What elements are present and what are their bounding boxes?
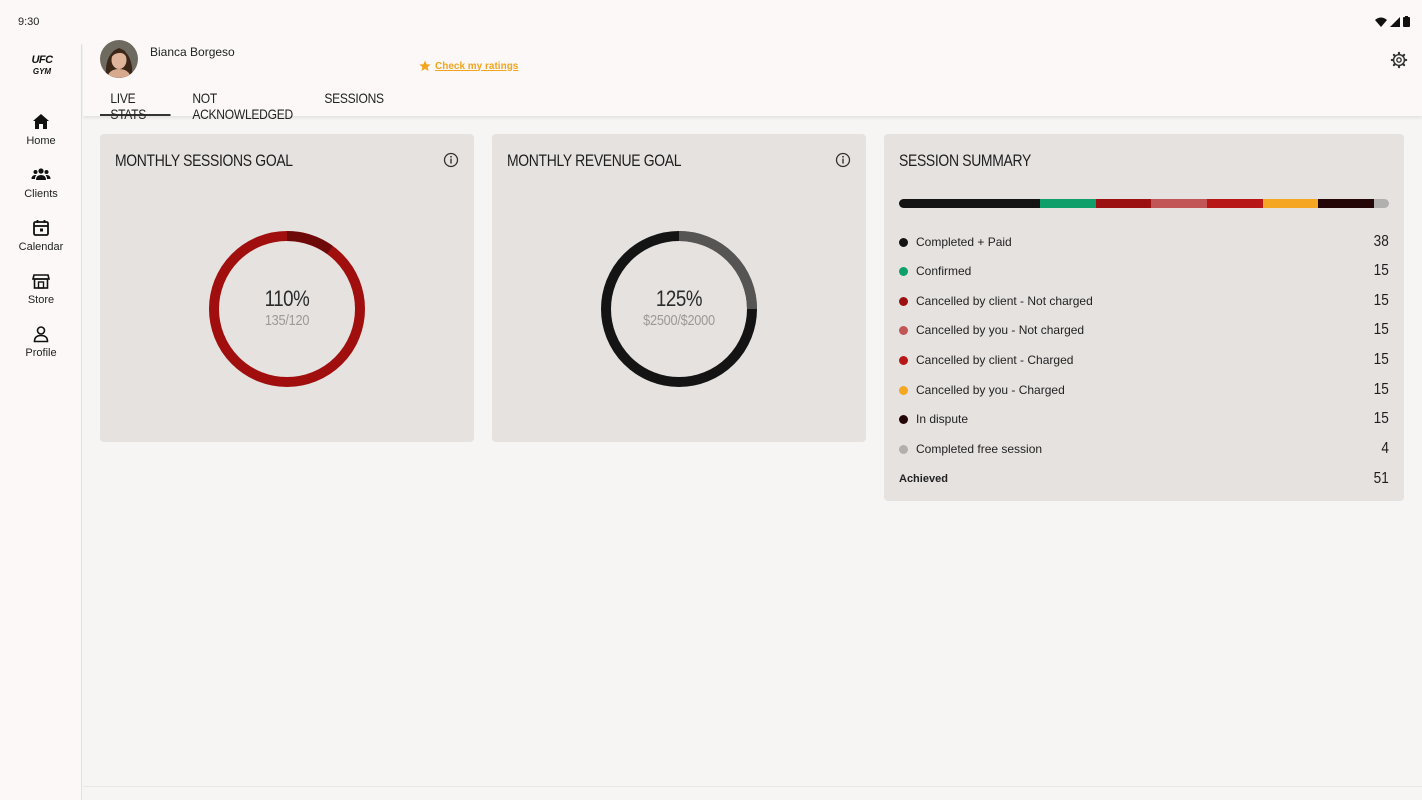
summary-bar-segment [1262,199,1319,208]
legend-dot [899,414,908,424]
summary-label: In dispute [916,412,969,426]
nav-item-calendar[interactable]: Calendar [0,218,82,266]
settings-gear-icon[interactable] [1390,51,1408,69]
card-title: SESSION SUMMARY [899,151,1031,170]
nav-item-clients[interactable]: Clients [0,165,82,213]
summary-label: Cancelled by client - Charged [916,353,1074,367]
summary-value: 15 [1373,321,1389,338]
nav-label-clients: Clients [24,188,58,200]
legend-dot [899,296,908,306]
avatar-photo [100,40,138,78]
tab-sessions[interactable]: SESSIONS [324,90,384,106]
calendar-icon [33,220,49,236]
legend-dot [899,385,908,395]
status-time: 9:30 [18,16,40,28]
summary-bar-segment [1151,199,1208,208]
nav-item-store[interactable]: Store [0,271,82,319]
card-title: MONTHLY SESSIONS GOAL [115,151,293,170]
nav-item-profile[interactable]: Profile [0,324,82,372]
tab-bar: LIVE STATS NOT ACKNOWLEDGED SESSIONS [100,84,394,122]
top-header: Bianca Borgeso Check my ratings LIVE STA… [83,40,1422,122]
revenue-progress-ring [601,231,757,387]
summary-row: Confirmed 15 [899,261,1389,281]
battery-icon [1403,16,1410,27]
ring-overflow-arc [286,231,333,255]
clients-icon [31,168,51,180]
avatar[interactable] [100,40,138,78]
wifi-icon [1375,17,1387,27]
summary-value: 4 [1381,440,1389,457]
summary-bar-segment [1040,199,1096,208]
navigation-rail: UFC GYM Home Clients Calendar Store Prof… [0,44,82,800]
summary-label: Cancelled by you - Charged [916,383,1065,397]
summary-value: 15 [1373,292,1389,309]
summary-label: Cancelled by you - Not charged [916,323,1085,337]
status-bar: 9:30 [0,0,1422,44]
legend-dot [899,355,908,365]
logo-bottom-text: GYM [32,67,52,76]
session-summary-bar [899,199,1389,208]
sessions-percent: 110% [264,286,310,311]
user-name: Bianca Borgeso [150,45,235,59]
summary-row: Cancelled by you - Charged 15 [899,380,1389,400]
summary-bar-segment [899,199,1041,208]
sessions-ratio: 135/120 [264,312,310,329]
summary-bar-segment [1095,199,1152,208]
home-icon [33,114,49,129]
legend-dot [899,266,908,276]
summary-row: In dispute 15 [899,409,1389,429]
legend-dot [899,444,908,454]
nav-item-home[interactable]: Home [0,112,82,160]
legend-dot [899,325,908,335]
summary-value: 15 [1373,351,1389,368]
logo-top-text: UFC [31,54,53,66]
summary-total-value: 51 [1373,470,1389,487]
summary-row: Cancelled by you - Not charged 15 [899,320,1389,340]
summary-label: Cancelled by client - Not charged [916,294,1093,308]
session-summary-card: SESSION SUMMARY Completed + Paid 38 Conf… [884,134,1404,501]
nav-label-profile: Profile [25,347,57,359]
monthly-revenue-goal-card: MONTHLY REVENUE GOAL 125% $2500/$2000 [492,134,866,442]
nav-label-calendar: Calendar [18,241,64,253]
summary-bar-segment [1207,199,1263,208]
nav-label-home: Home [26,135,56,147]
tab-not-acknowledged[interactable]: NOT ACKNOWLEDGED [192,90,293,122]
revenue-percent: 125% [655,286,703,311]
bottom-divider [83,786,1422,787]
star-icon [419,60,431,71]
summary-value: 15 [1373,262,1389,279]
revenue-ratio: $2500/$2000 [643,312,715,329]
profile-icon [33,326,49,343]
summary-value: 38 [1373,233,1389,250]
monthly-sessions-goal-card: MONTHLY SESSIONS GOAL 110% 135/120 [100,134,474,442]
summary-label: Completed + Paid [916,235,1012,249]
summary-row: Completed free session 4 [899,439,1389,459]
summary-value: 15 [1373,410,1389,427]
check-ratings-text: Check my ratings [435,60,519,72]
summary-value: 15 [1373,381,1389,398]
info-icon[interactable] [835,152,851,168]
card-title: MONTHLY REVENUE GOAL [507,151,682,170]
tab-live-stats[interactable]: LIVE STATS [100,84,171,122]
summary-total-label: Achieved [899,473,948,485]
summary-label: Confirmed [916,264,972,278]
system-icons [1375,16,1410,27]
sessions-progress-ring [209,231,365,387]
ufc-gym-logo: UFC GYM [26,54,58,78]
summary-label: Completed free session [916,442,1043,456]
summary-bar-segment [1374,199,1389,208]
signal-icon [1390,16,1400,27]
summary-total-row: Achieved 51 [899,469,1389,489]
summary-row: Cancelled by client - Not charged 15 [899,291,1389,311]
legend-dot [899,237,908,247]
info-icon[interactable] [443,152,459,168]
ring-overflow-arc [678,231,757,310]
summary-bar-segment [1318,199,1375,208]
summary-row: Cancelled by client - Charged 15 [899,350,1389,370]
nav-label-store: Store [27,294,55,306]
check-ratings-link[interactable]: Check my ratings [419,60,518,72]
store-icon [31,274,51,289]
summary-row: Completed + Paid 38 [899,232,1389,252]
